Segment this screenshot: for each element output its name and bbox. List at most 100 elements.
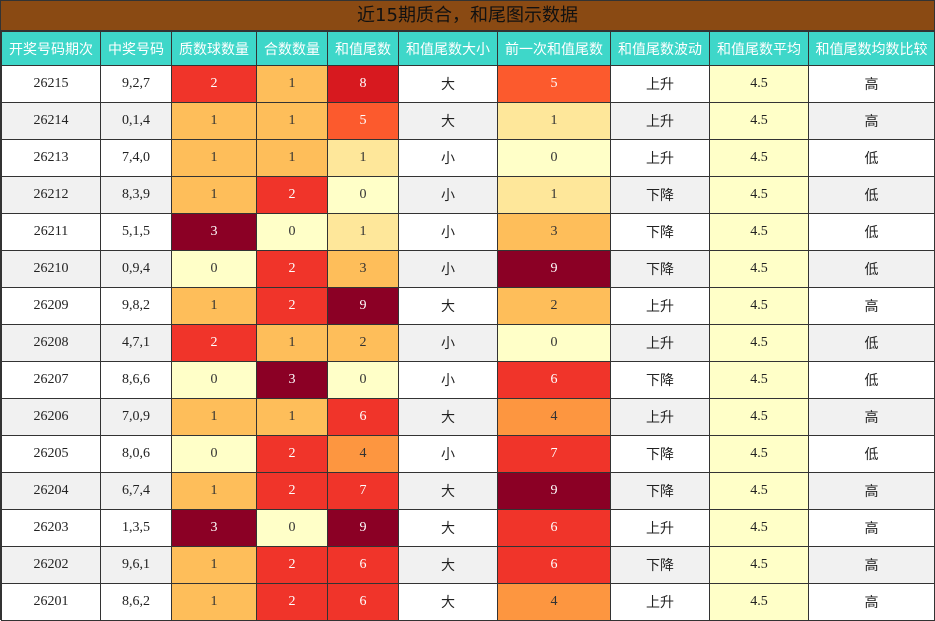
cell-prev-tail: 4: [497, 398, 611, 436]
cell-tail-size: 大: [398, 509, 498, 547]
cell-average-compare: 高: [808, 102, 935, 140]
header-period: 开奖号码期次: [1, 31, 101, 66]
cell-period: 26211: [1, 213, 101, 251]
cell-tail-size: 小: [398, 324, 498, 362]
cell-sum-tail: 9: [327, 287, 399, 325]
cell-tail-average: 4.5: [709, 361, 809, 399]
cell-tail-average: 4.5: [709, 213, 809, 251]
cell-prime-count: 1: [171, 139, 257, 177]
cell-tail-average: 4.5: [709, 139, 809, 177]
cell-tail-average: 4.5: [709, 472, 809, 510]
table-row: 26211 5,1,5 3 0 1 小 3 下降 4.5 低: [1, 213, 935, 251]
cell-composite-count: 1: [256, 398, 328, 436]
cell-sum-tail: 0: [327, 176, 399, 214]
cell-tail-size: 小: [398, 139, 498, 177]
table-row: 26204 6,7,4 1 2 7 大 9 下降 4.5 高: [1, 472, 935, 510]
cell-prime-count: 0: [171, 250, 257, 288]
cell-prev-tail: 3: [497, 213, 611, 251]
cell-tail-size: 大: [398, 65, 498, 103]
cell-prime-count: 1: [171, 546, 257, 584]
cell-numbers: 5,1,5: [100, 213, 172, 251]
cell-tail-size: 小: [398, 250, 498, 288]
table-row: 26207 8,6,6 0 3 0 小 6 下降 4.5 低: [1, 361, 935, 399]
cell-sum-tail: 1: [327, 213, 399, 251]
cell-tail-average: 4.5: [709, 435, 809, 473]
cell-prev-tail: 1: [497, 176, 611, 214]
header-tail-size: 和值尾数大小: [398, 31, 498, 66]
cell-prime-count: 2: [171, 324, 257, 362]
cell-composite-count: 2: [256, 546, 328, 584]
cell-numbers: 8,3,9: [100, 176, 172, 214]
header-row: 开奖号码期次 中奖号码 质数球数量 合数数量 和值尾数 和值尾数大小 前一次和值…: [1, 31, 935, 66]
cell-numbers: 8,6,2: [100, 583, 172, 621]
cell-tail-trend: 上升: [610, 287, 710, 325]
cell-average-compare: 低: [808, 435, 935, 473]
cell-period: 26206: [1, 398, 101, 436]
cell-average-compare: 低: [808, 361, 935, 399]
table-row: 26209 9,8,2 1 2 9 大 2 上升 4.5 高: [1, 287, 935, 325]
cell-prev-tail: 6: [497, 509, 611, 547]
cell-numbers: 4,7,1: [100, 324, 172, 362]
cell-prime-count: 3: [171, 213, 257, 251]
cell-prev-tail: 0: [497, 139, 611, 177]
cell-composite-count: 2: [256, 176, 328, 214]
table-row: 26215 9,2,7 2 1 8 大 5 上升 4.5 高: [1, 65, 935, 103]
cell-numbers: 8,6,6: [100, 361, 172, 399]
table-row: 26214 0,1,4 1 1 5 大 1 上升 4.5 高: [1, 102, 935, 140]
header-sum-tail: 和值尾数: [327, 31, 399, 66]
cell-sum-tail: 0: [327, 361, 399, 399]
cell-composite-count: 3: [256, 361, 328, 399]
cell-sum-tail: 5: [327, 102, 399, 140]
cell-average-compare: 高: [808, 583, 935, 621]
cell-average-compare: 高: [808, 509, 935, 547]
table-row: 26212 8,3,9 1 2 0 小 1 下降 4.5 低: [1, 176, 935, 214]
cell-period: 26214: [1, 102, 101, 140]
cell-tail-average: 4.5: [709, 102, 809, 140]
cell-period: 26212: [1, 176, 101, 214]
cell-tail-size: 大: [398, 546, 498, 584]
cell-prime-count: 1: [171, 176, 257, 214]
header-prev-tail: 前一次和值尾数: [497, 31, 611, 66]
header-tail-average: 和值尾数平均: [709, 31, 809, 66]
cell-tail-average: 4.5: [709, 287, 809, 325]
cell-tail-average: 4.5: [709, 250, 809, 288]
cell-composite-count: 0: [256, 509, 328, 547]
data-table: 开奖号码期次 中奖号码 质数球数量 合数数量 和值尾数 和值尾数大小 前一次和值…: [1, 31, 935, 621]
cell-prime-count: 0: [171, 361, 257, 399]
cell-tail-trend: 上升: [610, 324, 710, 362]
cell-prime-count: 0: [171, 435, 257, 473]
cell-average-compare: 高: [808, 398, 935, 436]
cell-tail-trend: 上升: [610, 139, 710, 177]
cell-numbers: 7,4,0: [100, 139, 172, 177]
cell-period: 26209: [1, 287, 101, 325]
table-row: 26202 9,6,1 1 2 6 大 6 下降 4.5 高: [1, 546, 935, 584]
cell-composite-count: 1: [256, 139, 328, 177]
cell-prime-count: 2: [171, 65, 257, 103]
cell-sum-tail: 7: [327, 472, 399, 510]
cell-sum-tail: 6: [327, 398, 399, 436]
cell-prev-tail: 7: [497, 435, 611, 473]
chart-title: 近15期质合，和尾图示数据: [1, 1, 934, 31]
cell-average-compare: 高: [808, 65, 935, 103]
cell-sum-tail: 1: [327, 139, 399, 177]
cell-tail-size: 大: [398, 102, 498, 140]
cell-sum-tail: 2: [327, 324, 399, 362]
cell-tail-trend: 下降: [610, 546, 710, 584]
cell-numbers: 6,7,4: [100, 472, 172, 510]
cell-period: 26204: [1, 472, 101, 510]
cell-tail-average: 4.5: [709, 176, 809, 214]
cell-numbers: 0,9,4: [100, 250, 172, 288]
cell-prev-tail: 9: [497, 472, 611, 510]
cell-composite-count: 1: [256, 324, 328, 362]
table-row: 26210 0,9,4 0 2 3 小 9 下降 4.5 低: [1, 250, 935, 288]
cell-average-compare: 高: [808, 546, 935, 584]
table-body: 26215 9,2,7 2 1 8 大 5 上升 4.5 高 26214 0,1,4 1 1 5 大 1 上升 4.…: [1, 65, 935, 621]
cell-prev-tail: 4: [497, 583, 611, 621]
cell-tail-trend: 下降: [610, 213, 710, 251]
cell-tail-size: 大: [398, 472, 498, 510]
cell-tail-trend: 上升: [610, 398, 710, 436]
cell-average-compare: 低: [808, 250, 935, 288]
cell-period: 26205: [1, 435, 101, 473]
cell-numbers: 0,1,4: [100, 102, 172, 140]
cell-period: 26201: [1, 583, 101, 621]
